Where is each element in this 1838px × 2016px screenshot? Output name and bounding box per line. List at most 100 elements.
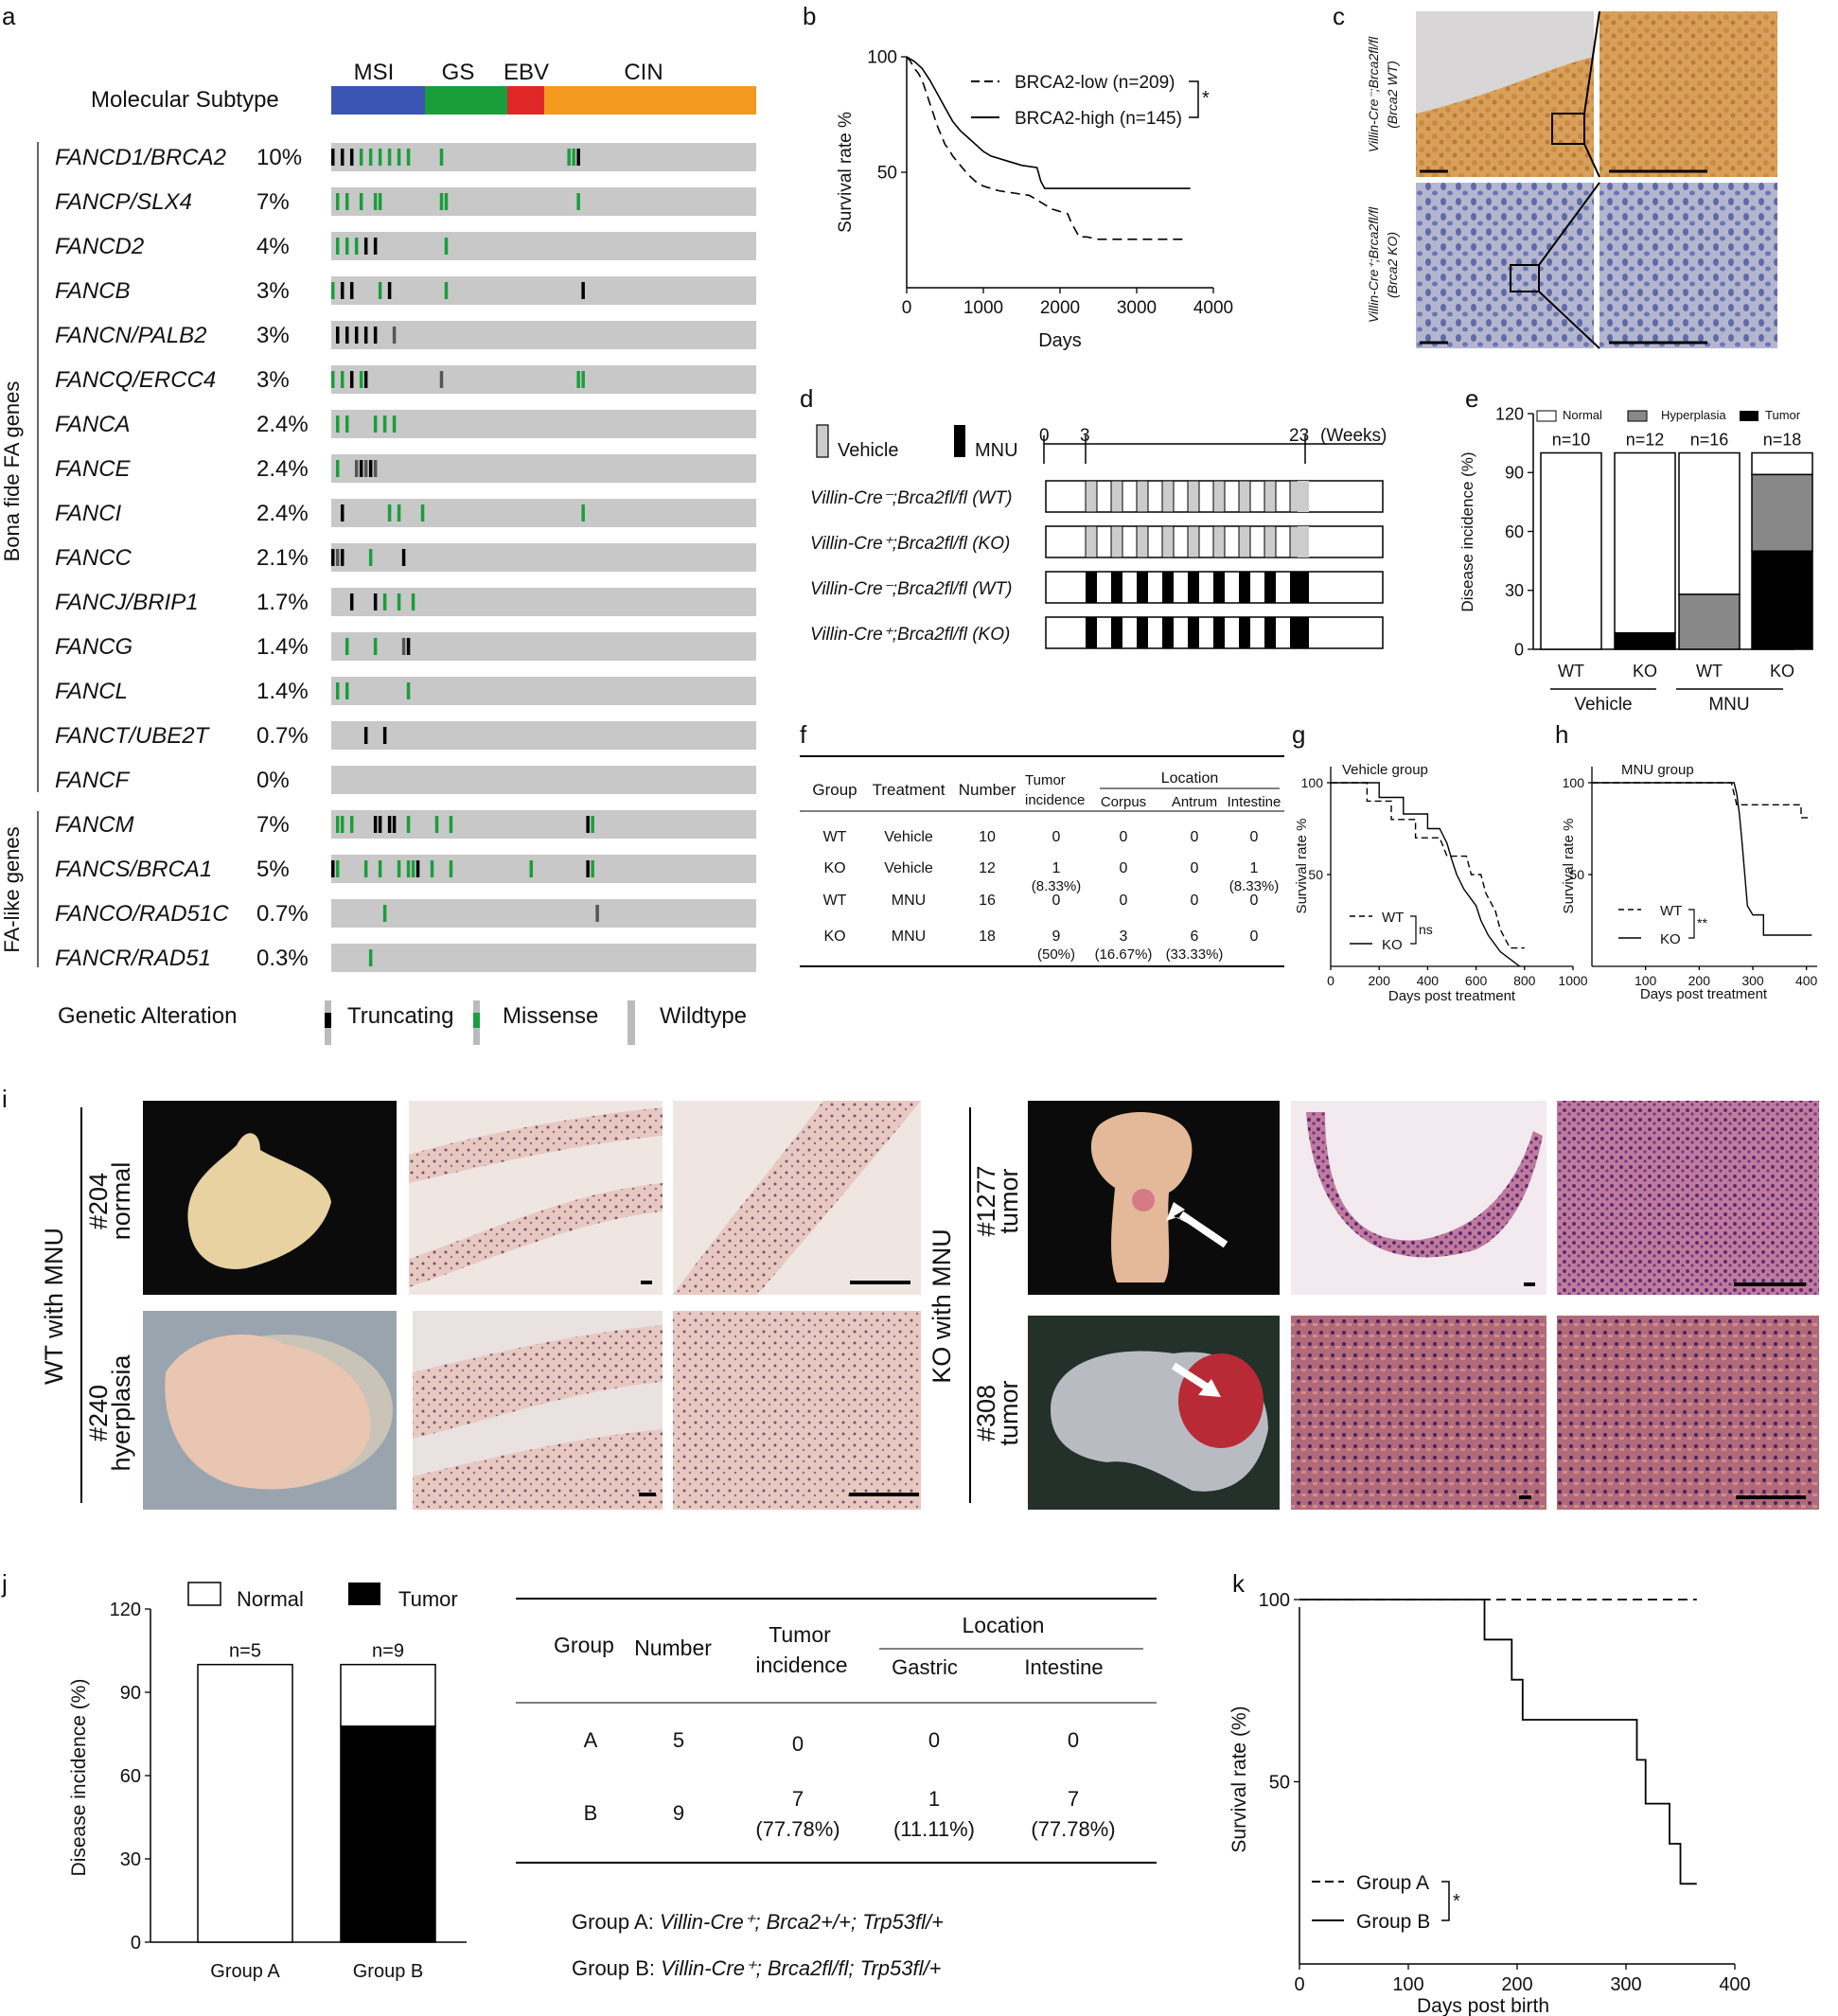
gene-name: FANCP/SLX4 — [55, 189, 192, 215]
b-significance: * — [1202, 88, 1210, 109]
alteration-mark — [576, 371, 580, 388]
d-dose-mark — [1238, 480, 1251, 513]
alteration-mark — [397, 860, 401, 877]
series-line-group-b — [1299, 1599, 1697, 1885]
y-tick-label: 60 — [1505, 522, 1524, 541]
gene-frequency: 1.4% — [256, 679, 309, 704]
f-table-row: KO MNU 18 9(50%) 3(16.67%) 6(33.33%) 0 — [823, 928, 1258, 963]
d-axis-unit: (Weeks) — [1320, 426, 1387, 446]
j-group-b-prefix: Group B: — [572, 1956, 661, 1980]
gene-row: FANCC 2.1% — [55, 543, 756, 572]
gene-frequency: 2.4% — [256, 456, 309, 482]
d-dose-mark — [1136, 480, 1149, 513]
f-h-corpus: Corpus — [1101, 794, 1146, 810]
alteration-mark — [335, 549, 340, 566]
j-cell-tumor-pct: (77.78%) — [755, 1817, 839, 1841]
f-cell: KO — [823, 860, 845, 876]
k-lines — [1299, 1599, 1697, 1885]
y-tick-label: 0 — [1514, 640, 1524, 659]
x-tick-label: 4000 — [1193, 298, 1233, 318]
f-h-intestine: Intestine — [1228, 794, 1281, 810]
alteration-mark — [373, 193, 378, 210]
d-dose-mark — [1264, 525, 1277, 558]
gene-frequency: 2.4% — [256, 501, 309, 526]
j-h-gastric: Gastric — [892, 1655, 958, 1679]
bar-normal — [197, 1663, 293, 1943]
i-arrow-1277 — [1166, 1202, 1221, 1240]
g-significance: ns — [1419, 922, 1433, 937]
series-line-brca2-low-n-209- — [906, 56, 1183, 240]
i-ko-308-he-high — [1557, 1316, 1819, 1510]
gene-name: FANCO/RAD51C — [55, 901, 229, 927]
j-h-incidence: incidence — [755, 1653, 847, 1677]
alteration-mark — [397, 593, 401, 610]
f-cell: 10 — [979, 829, 996, 845]
f-cell: WT — [823, 829, 847, 845]
gene-track — [331, 499, 756, 527]
d-dose-mark — [1161, 525, 1175, 558]
x-tick-label: 200 — [1369, 973, 1391, 988]
f-cell: MNU — [892, 928, 926, 945]
g-legend-wt: WT — [1382, 910, 1404, 926]
d-dose-mark — [1188, 617, 1199, 648]
h-lines — [1592, 782, 1812, 936]
panel-label-b: b — [803, 2, 816, 30]
gene-name: FANCI — [55, 501, 122, 526]
subtype-cin — [544, 86, 756, 115]
y-tick-label: 50 — [1308, 867, 1323, 882]
alteration-mark — [387, 149, 392, 166]
alteration-mark — [368, 460, 373, 477]
i-wt-204-band1 — [409, 1107, 663, 1183]
d-dose-mark — [1162, 617, 1174, 648]
d-legend-vehicle: Vehicle — [838, 440, 899, 461]
gene-name: FANCE — [55, 456, 132, 482]
alteration-mark — [576, 193, 580, 210]
h-bracket — [1688, 909, 1695, 939]
alteration-mark — [363, 860, 368, 877]
gene-track — [331, 632, 756, 661]
alteration-mark — [567, 149, 571, 166]
d-dose-mark — [1085, 480, 1098, 513]
f-cell-location: 6 — [1191, 928, 1199, 945]
panel-f-table: Group Treatment Number Tumor incidence L… — [800, 755, 1284, 967]
d-dose-mark — [1111, 572, 1122, 603]
d-dose-mark — [1298, 526, 1309, 557]
y-tick-label: 100 — [1259, 1590, 1290, 1611]
k-ylabel: Survival rate (%) — [1228, 1706, 1250, 1852]
gene-frequency: 7% — [256, 189, 290, 215]
x-tick-label: 400 — [1719, 1974, 1750, 1995]
y-tick-label: 100 — [1301, 775, 1324, 790]
k-ticks: 0 100 200 300 400 100 50 — [1259, 1590, 1751, 1995]
f-h-tumor: Tumor — [1025, 772, 1066, 788]
gene-frequency: 0.3% — [256, 946, 309, 971]
alteration-mark — [349, 816, 354, 833]
f-cell-location: 3 — [1120, 928, 1128, 945]
j-bars: Group A n=5 Group B n=9 0 30 60 90 120 — [110, 1600, 436, 1982]
gene-name: FANCM — [55, 812, 134, 838]
d-dose-mark — [1137, 617, 1148, 648]
alteration-mark — [378, 149, 382, 166]
gene-name: FANCQ/ERCC4 — [55, 367, 216, 393]
gene-row: FANCG 1.4% — [55, 632, 756, 661]
gene-frequency: 2.1% — [256, 545, 309, 571]
fa-like-group-label: FA-like genes — [0, 826, 24, 952]
alteration-mark — [449, 816, 453, 833]
panel-g-survival-chart: 0 200 400 600 800 1000 100 50 Vehicle group Sur… — [1294, 762, 1588, 1004]
k-significance: * — [1453, 1891, 1460, 1912]
alteration-mark — [572, 149, 575, 166]
j-cell-group: B — [584, 1801, 598, 1825]
j-cell-tumor: 7 — [792, 1787, 804, 1811]
gene-track — [331, 677, 756, 705]
k-legend-a: Group A — [1356, 1872, 1429, 1894]
panel-label-i: i — [2, 1085, 8, 1113]
bar-hyperplasia — [1678, 593, 1741, 650]
f-cell: 16 — [979, 893, 996, 909]
alteration-mark — [415, 860, 420, 877]
panel-h-survival-chart: 100 200 300 400 100 50 MNU group Survival rat… — [1561, 762, 1818, 1002]
category-label: WT — [1558, 662, 1584, 681]
gene-frequency: 2.4% — [256, 412, 309, 437]
x-tick-label: 1000 — [1558, 973, 1587, 988]
alteration-mark — [345, 238, 349, 255]
alteration-mark — [349, 149, 354, 166]
